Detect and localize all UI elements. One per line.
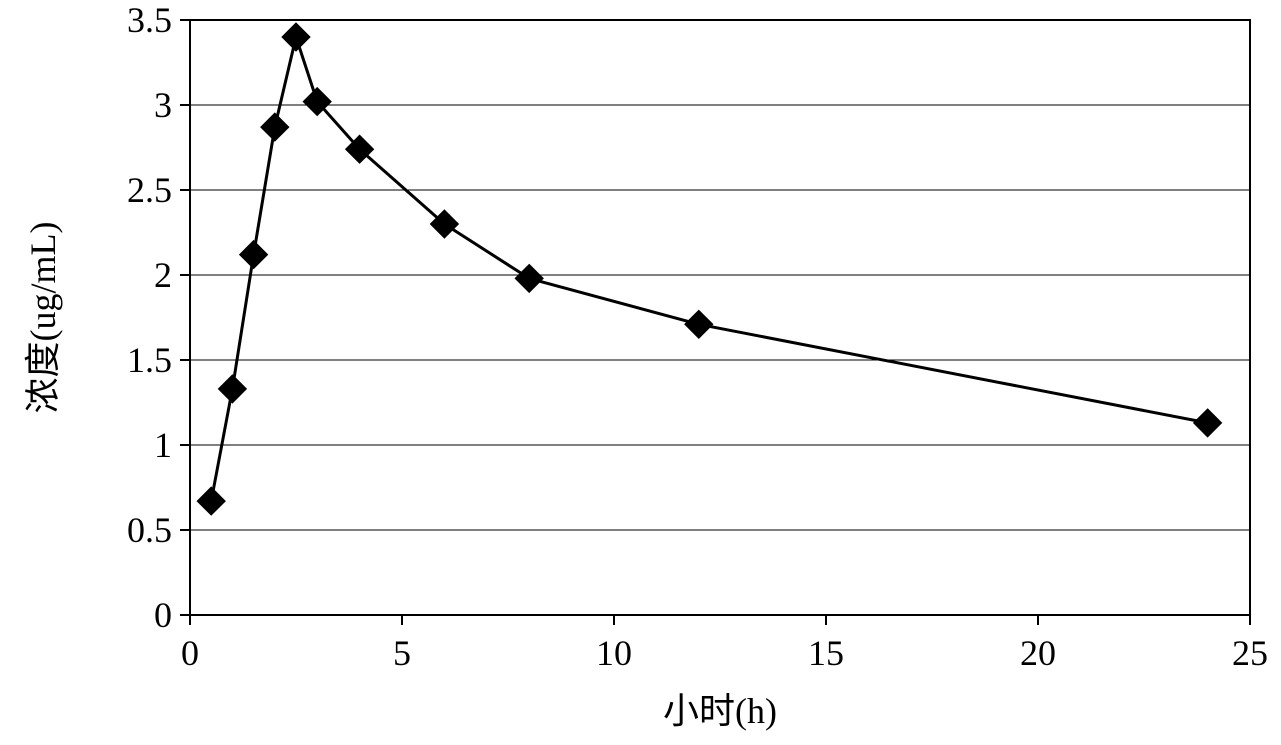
xtick-label: 10: [596, 633, 632, 673]
xtick-label: 20: [1020, 633, 1056, 673]
ytick-label: 0: [154, 595, 172, 635]
y-axis-label: 浓度(ug/mL): [23, 222, 63, 414]
ytick-label: 0.5: [127, 510, 172, 550]
ytick-label: 3: [154, 85, 172, 125]
xtick-label: 5: [393, 633, 411, 673]
xtick-label: 25: [1232, 633, 1268, 673]
ytick-label: 2: [154, 255, 172, 295]
chart-container: 0 5 10 15 20 25 0 0.5 1 1.5 2 2.5 3 3.5 小时(h) 浓度(ug/mL): [0, 0, 1281, 745]
ytick-label: 2.5: [127, 170, 172, 210]
ytick-label: 3.5: [127, 0, 172, 40]
ytick-label: 1.5: [127, 340, 172, 380]
x-axis-label: 小时(h): [663, 691, 777, 731]
chart-svg: 0 5 10 15 20 25 0 0.5 1 1.5 2 2.5 3 3.5 小时(h) 浓度(ug/mL): [0, 0, 1281, 745]
xtick-label: 0: [181, 633, 199, 673]
ytick-label: 1: [154, 425, 172, 465]
xtick-label: 15: [808, 633, 844, 673]
